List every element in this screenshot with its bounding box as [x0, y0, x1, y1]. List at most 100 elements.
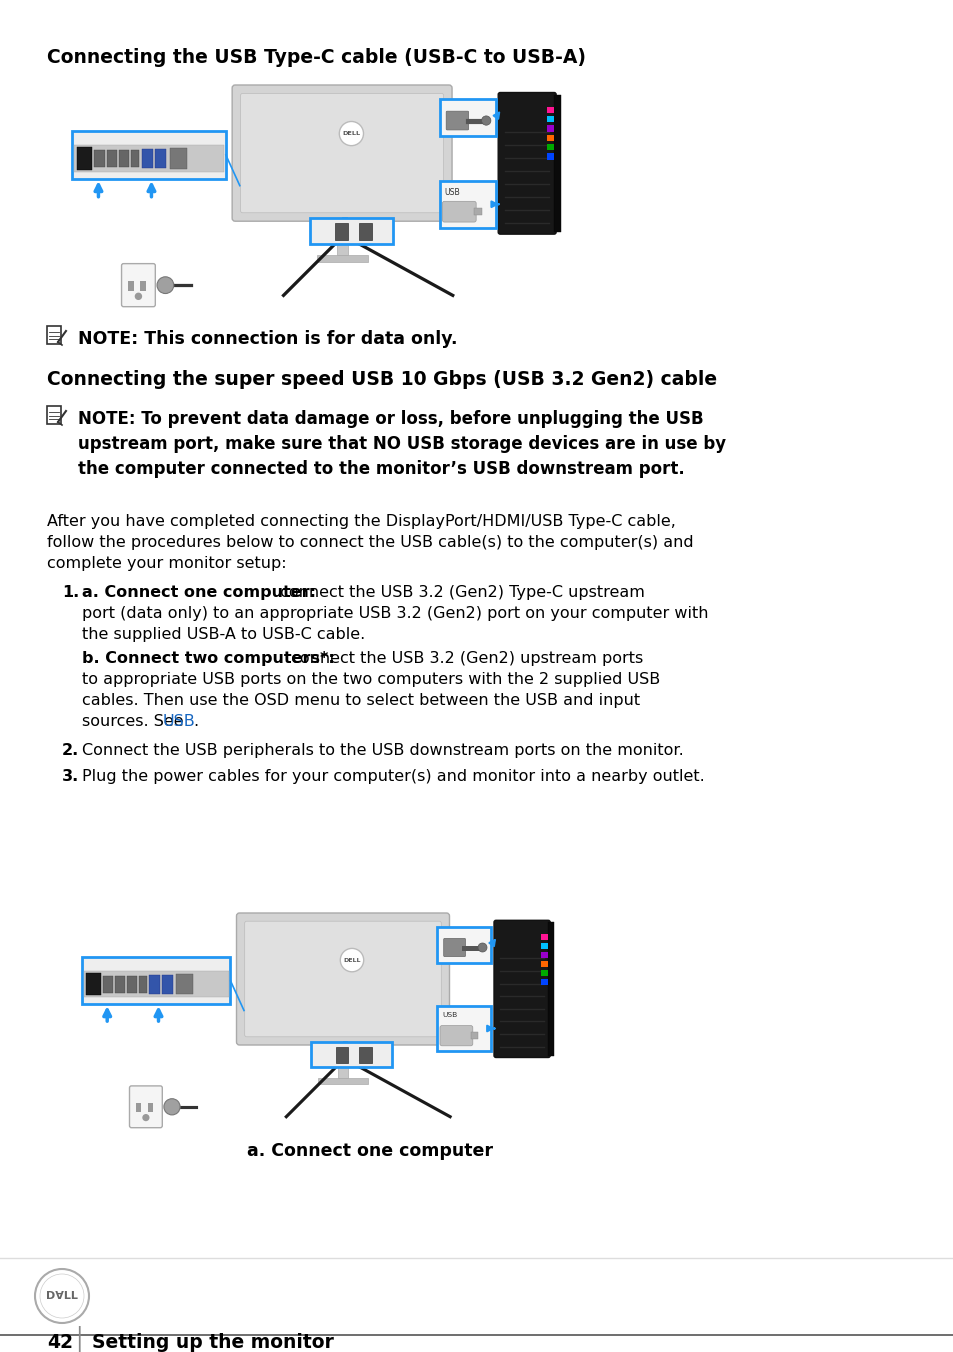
Bar [74, 145, 224, 172]
FancyBboxPatch shape [72, 131, 226, 180]
Bar [548, 922, 554, 1056]
Circle shape [157, 277, 173, 293]
Bar [128, 281, 133, 291]
Circle shape [35, 1270, 89, 1324]
Bar [115, 976, 125, 992]
Text: 2.: 2. [62, 744, 79, 758]
Bar [337, 1042, 348, 1078]
Bar [546, 107, 554, 114]
Text: 42: 42 [47, 1333, 73, 1352]
Text: DⱯLL: DⱯLL [46, 1291, 78, 1301]
Bar [155, 149, 166, 168]
Text: USB: USB [441, 1013, 456, 1018]
Bar [474, 208, 481, 215]
Bar [150, 975, 160, 994]
FancyBboxPatch shape [439, 1026, 473, 1046]
Bar [316, 256, 367, 262]
Text: the supplied USB-A to USB-C cable.: the supplied USB-A to USB-C cable. [82, 627, 365, 642]
Bar [546, 126, 554, 131]
Circle shape [142, 1114, 150, 1121]
Bar [138, 976, 147, 992]
Bar [540, 961, 548, 967]
Bar [471, 1032, 477, 1040]
Text: 1.: 1. [62, 585, 79, 600]
Bar [335, 223, 347, 239]
Bar [140, 281, 146, 291]
Bar [540, 952, 548, 959]
Bar [335, 1046, 348, 1063]
Text: sources. See: sources. See [82, 714, 189, 729]
FancyBboxPatch shape [494, 921, 550, 1057]
Text: cables. Then use the OSD menu to select between the USB and input: cables. Then use the OSD menu to select … [82, 694, 639, 708]
Bar [142, 149, 153, 168]
Text: Connecting the super speed USB 10 Gbps (USB 3.2 Gen2) cable: Connecting the super speed USB 10 Gbps (… [47, 370, 717, 389]
Bar [540, 934, 548, 940]
FancyBboxPatch shape [437, 1006, 491, 1051]
Text: NOTE: This connection is for data only.: NOTE: This connection is for data only. [78, 330, 457, 347]
Bar [162, 975, 172, 994]
Bar [84, 972, 229, 998]
Bar [540, 942, 548, 949]
Text: port (data only) to an appropriate USB 3.2 (Gen2) port on your computer with: port (data only) to an appropriate USB 3… [82, 606, 708, 621]
FancyBboxPatch shape [446, 111, 468, 130]
Text: USB: USB [444, 188, 459, 196]
Text: a. Connect one computer:: a. Connect one computer: [82, 585, 315, 600]
FancyBboxPatch shape [439, 181, 495, 227]
Text: b. Connect two computers*:: b. Connect two computers*: [82, 652, 335, 667]
FancyBboxPatch shape [82, 957, 231, 1005]
Text: Connect the USB peripherals to the USB downstream ports on the monitor.: Connect the USB peripherals to the USB d… [82, 744, 683, 758]
Text: DELL: DELL [343, 957, 360, 963]
Text: Plug the power cables for your computer(s) and monitor into a nearby outlet.: Plug the power cables for your computer(… [82, 769, 704, 784]
FancyBboxPatch shape [443, 938, 465, 957]
Circle shape [164, 1099, 180, 1115]
FancyBboxPatch shape [130, 1086, 162, 1128]
Bar [554, 95, 560, 233]
Text: After you have completed connecting the DisplayPort/HDMI/USB Type-C cable,
follo: After you have completed connecting the … [47, 514, 693, 571]
Bar [170, 149, 187, 169]
Bar [136, 1103, 141, 1113]
Bar [540, 979, 548, 986]
Text: connect the USB 3.2 (Gen2) upstream ports: connect the USB 3.2 (Gen2) upstream port… [286, 652, 642, 667]
FancyBboxPatch shape [497, 92, 556, 234]
Text: a. Connect one computer: a. Connect one computer [247, 1142, 493, 1160]
Bar [359, 1046, 372, 1063]
FancyBboxPatch shape [309, 218, 393, 245]
Bar [546, 143, 554, 150]
Bar [107, 150, 117, 168]
Bar [176, 975, 193, 995]
Bar [358, 223, 372, 239]
Text: Connecting the USB Type-C cable (USB-C to USB-A): Connecting the USB Type-C cable (USB-C t… [47, 49, 585, 68]
FancyBboxPatch shape [236, 913, 449, 1045]
Bar [148, 1103, 152, 1113]
Bar [93, 150, 105, 168]
Text: USB: USB [163, 714, 195, 729]
Text: connect the USB 3.2 (Gen2) Type-C upstream: connect the USB 3.2 (Gen2) Type-C upstre… [274, 585, 644, 600]
FancyBboxPatch shape [439, 99, 495, 137]
FancyBboxPatch shape [437, 927, 491, 963]
Bar [131, 150, 139, 168]
Bar [127, 976, 137, 992]
FancyBboxPatch shape [47, 406, 61, 425]
Bar [87, 973, 101, 995]
Circle shape [134, 292, 142, 300]
Circle shape [339, 122, 363, 146]
Circle shape [340, 948, 363, 972]
Bar [336, 218, 347, 256]
FancyBboxPatch shape [240, 93, 443, 212]
FancyBboxPatch shape [244, 921, 441, 1037]
Bar [119, 150, 129, 168]
Text: .: . [193, 714, 198, 729]
Text: 3.: 3. [62, 769, 79, 784]
Bar [540, 969, 548, 976]
Text: NOTE: To prevent data damage or loss, before unplugging the USB
upstream port, m: NOTE: To prevent data damage or loss, be… [78, 410, 725, 479]
Text: Setting up the monitor: Setting up the monitor [91, 1333, 334, 1352]
Bar [546, 134, 554, 141]
FancyBboxPatch shape [232, 85, 452, 222]
FancyBboxPatch shape [121, 264, 155, 307]
Bar [77, 147, 91, 170]
Text: │: │ [71, 1326, 85, 1352]
Bar [103, 976, 113, 992]
Text: DELL: DELL [342, 131, 360, 137]
Bar [546, 153, 554, 160]
Circle shape [477, 942, 486, 952]
